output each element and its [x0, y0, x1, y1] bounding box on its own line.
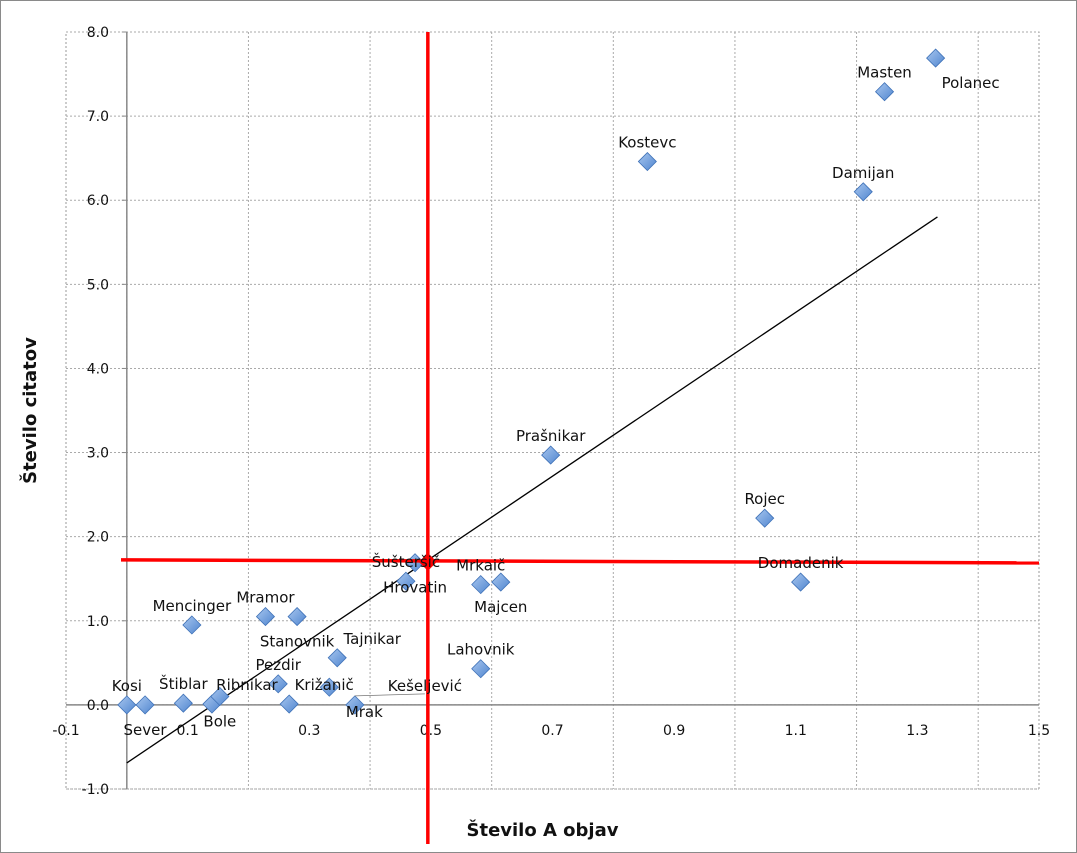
data-point-polanec [926, 48, 946, 68]
y-mean-line [120, 558, 1040, 565]
data-label: Mramor [236, 589, 295, 607]
data-point-rojec [755, 508, 775, 528]
data-label: Hrovatin [383, 579, 447, 597]
data-label: Tajnikar [342, 630, 401, 648]
data-label: Bole [203, 712, 236, 730]
x-tick-label: 0.7 [541, 723, 563, 739]
y-axis-title: Število citatov [19, 337, 41, 484]
y-tick-label: 3.0 [87, 446, 109, 462]
y-tick-label: 8.0 [87, 25, 109, 41]
data-label: Mrak [346, 703, 383, 721]
y-tick-label: 6.0 [87, 193, 109, 209]
data-label: Mrkaič [456, 557, 505, 575]
x-axis-title: Število A objav [467, 819, 619, 841]
data-point-pezdir [268, 674, 288, 694]
x-tick-label: 1.1 [785, 723, 807, 739]
y-tick-label: -1.0 [82, 782, 109, 798]
data-label: Domadenik [758, 554, 844, 572]
data-point-mencinger [182, 615, 202, 635]
data-point-lahovnik [471, 659, 491, 679]
data-point-bole [210, 686, 230, 707]
data-label: Kosi [112, 677, 142, 695]
data-label: Križanič [295, 676, 354, 694]
data-label: Štiblar [159, 674, 208, 693]
data-label: Kešeljević [388, 677, 462, 695]
data-label: Lahovnik [447, 641, 515, 659]
data-label: Rojec [744, 490, 785, 508]
data-label: Prašnikar [516, 427, 586, 445]
label-leader-line [354, 693, 425, 697]
trendline [126, 216, 938, 764]
data-label: Kostevc [618, 134, 676, 152]
data-label: Damijan [832, 164, 894, 182]
x-tick-label: 0.5 [420, 723, 442, 739]
x-tick-label: -0.1 [52, 723, 79, 739]
data-point-sever [135, 695, 155, 715]
data-point-damijan [853, 182, 873, 202]
data-point-kešeljević [345, 695, 365, 715]
data-label: Polanec [942, 74, 1000, 92]
data-label: Mencinger [153, 597, 232, 615]
plot-area-border [65, 31, 1040, 790]
data-point-masten [874, 82, 895, 102]
data-point-kosi [117, 695, 137, 715]
data-label: Pezdir [256, 656, 302, 674]
data-point-mrkaič [471, 575, 491, 595]
data-point-križanič [279, 694, 299, 714]
y-tick-label: 5.0 [87, 277, 109, 293]
x-tick-label: 1.3 [906, 723, 928, 739]
x-tick-label: 0.9 [663, 723, 685, 739]
data-label: Šušteršič [372, 552, 440, 571]
data-point-stanovnik [287, 607, 307, 627]
x-tick-label: 1.5 [1028, 723, 1050, 739]
x-tick-label: 0.1 [176, 723, 198, 739]
data-point-šušteršič [396, 571, 416, 591]
data-label: Masten [857, 64, 912, 82]
y-tick-label: 0.0 [87, 698, 109, 714]
data-point-štiblar [173, 693, 193, 713]
data-point-prašnikar [541, 445, 561, 465]
y-tick-label: 4.0 [87, 361, 109, 377]
x-tick-label: 0.3 [298, 723, 320, 739]
y-tick-label: 1.0 [87, 614, 109, 630]
data-label: Stanovnik [260, 633, 335, 651]
data-point-mrak [319, 677, 339, 697]
data-label: Ribnikar [216, 676, 278, 694]
data-point-kostevc [637, 151, 657, 172]
data-point-majcen [491, 572, 511, 592]
data-point-tajnikar [327, 648, 347, 668]
y-tick-label: 2.0 [87, 530, 109, 546]
data-label: Sever [124, 721, 168, 739]
data-point-mramor [255, 607, 276, 627]
data-point-domadenik [791, 572, 811, 592]
mean-marker [418, 552, 437, 571]
y-tick-label: 7.0 [87, 109, 109, 125]
data-label: Majcen [474, 598, 527, 616]
